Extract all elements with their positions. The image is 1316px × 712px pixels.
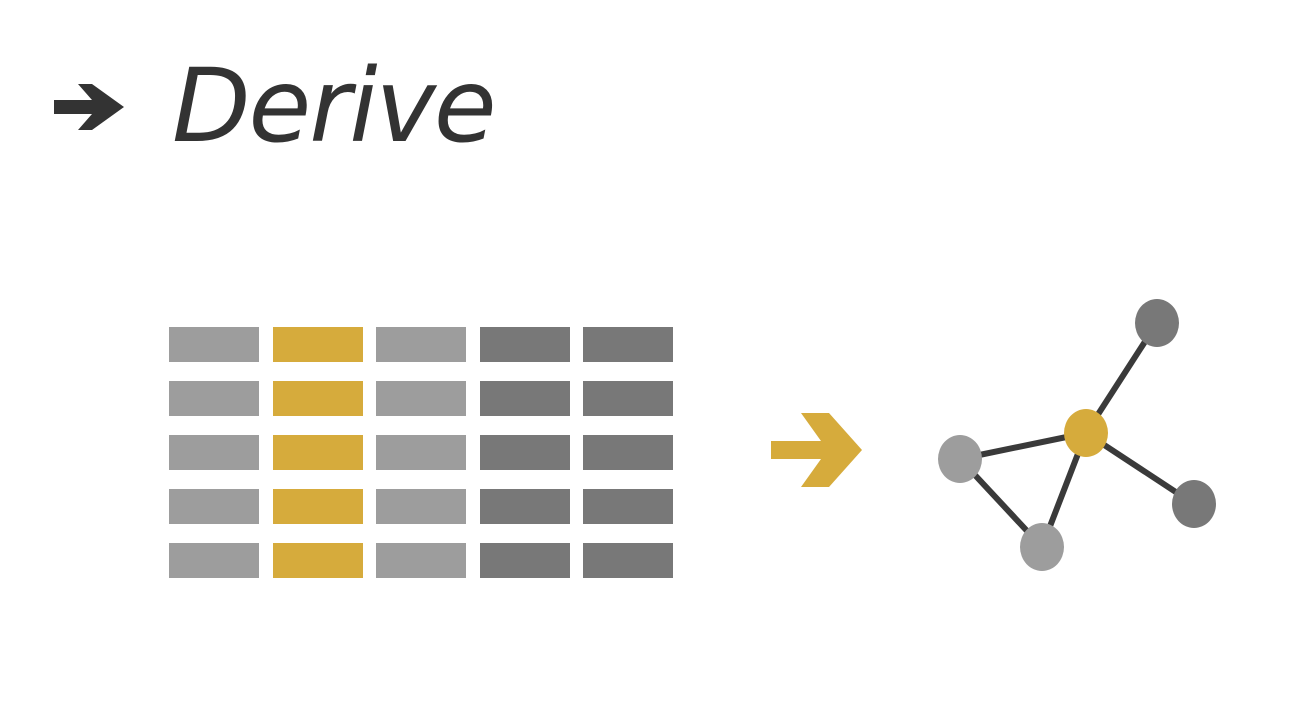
title-row: Derive	[52, 47, 497, 166]
table-cell	[169, 489, 259, 524]
table-cell	[169, 435, 259, 470]
graph-node-right	[1172, 480, 1216, 528]
table-cell	[169, 327, 259, 362]
page-title: Derive	[172, 47, 497, 166]
table-cell	[479, 543, 570, 578]
right-arrow-icon	[54, 84, 124, 130]
table-cell	[376, 543, 466, 578]
table-cell	[479, 381, 570, 416]
table-cell	[479, 327, 570, 362]
table-cell	[479, 489, 570, 524]
table-cell	[376, 489, 466, 524]
data-table-diagram	[169, 327, 674, 579]
table-cell	[376, 327, 466, 362]
table-cell-highlighted	[272, 543, 363, 578]
table-cell	[583, 327, 673, 362]
table-cell-highlighted	[272, 489, 363, 524]
graph-node-bottom	[1020, 523, 1064, 571]
graph-node-top-right	[1135, 299, 1179, 347]
graph-node-hub	[1064, 409, 1108, 457]
table-cell	[583, 435, 673, 470]
table-cell	[169, 381, 259, 416]
table-cell	[583, 381, 673, 416]
table-cell	[169, 543, 259, 578]
table-cell	[376, 381, 466, 416]
table-cell	[376, 435, 466, 470]
table-cell	[583, 489, 673, 524]
transform-arrow-icon	[771, 413, 862, 487]
graph-node-left	[938, 435, 982, 483]
table-cell	[479, 435, 570, 470]
table-cell-highlighted	[272, 381, 363, 416]
network-graph-diagram	[938, 299, 1216, 571]
table-cell	[583, 543, 673, 578]
table-cell-highlighted	[272, 327, 363, 362]
table-cell-highlighted	[272, 435, 363, 470]
